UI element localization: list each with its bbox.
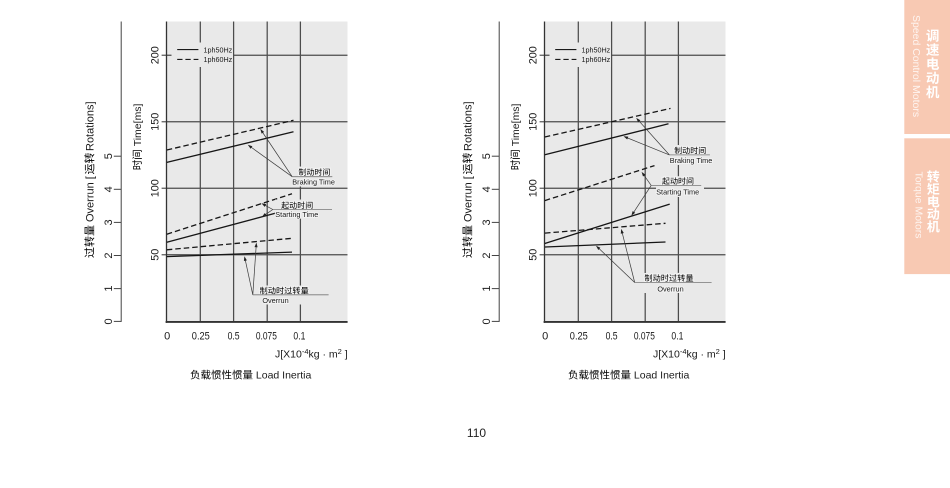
svg-text:50: 50 <box>528 249 540 261</box>
svg-text:Starting Time: Starting Time <box>656 187 699 196</box>
svg-text:0: 0 <box>481 318 493 324</box>
svg-text:Torque Motors: Torque Motors <box>912 171 924 238</box>
svg-text:150: 150 <box>528 113 540 131</box>
svg-text:Braking Time: Braking Time <box>292 178 335 187</box>
svg-text:4: 4 <box>103 186 115 192</box>
svg-text:4: 4 <box>481 186 493 192</box>
svg-text:0.1: 0.1 <box>671 330 683 342</box>
svg-text:5: 5 <box>481 153 493 159</box>
svg-text:0.075: 0.075 <box>634 330 655 342</box>
svg-text:200: 200 <box>528 46 540 64</box>
svg-text:1ph50Hz: 1ph50Hz <box>204 45 233 54</box>
svg-text:100: 100 <box>528 179 540 197</box>
svg-text:0.25: 0.25 <box>570 330 588 342</box>
svg-text:0.075: 0.075 <box>256 330 277 342</box>
svg-text:Rotations]: Rotations] <box>463 101 475 151</box>
svg-text:0: 0 <box>164 330 170 342</box>
svg-text:3: 3 <box>103 219 115 225</box>
svg-text:Rotations]: Rotations] <box>85 101 97 151</box>
svg-text:0: 0 <box>103 318 115 324</box>
svg-text:150: 150 <box>150 113 162 131</box>
svg-text:Overrun [: Overrun [ <box>463 176 475 222</box>
svg-text:Overrun [: Overrun [ <box>85 176 97 222</box>
svg-text:Braking Time: Braking Time <box>670 156 713 165</box>
svg-text:J[X10-4kg · m2 ]: J[X10-4kg · m2 ] <box>653 347 726 361</box>
svg-text:1ph50Hz: 1ph50Hz <box>582 45 611 54</box>
svg-text:Starting Time: Starting Time <box>275 210 318 219</box>
svg-text:Load Inertia: Load Inertia <box>634 370 690 382</box>
svg-text:100: 100 <box>150 179 162 197</box>
svg-text:1ph60Hz: 1ph60Hz <box>582 55 611 64</box>
svg-text:2: 2 <box>481 252 493 258</box>
svg-text:200: 200 <box>150 46 162 64</box>
svg-text:2: 2 <box>103 252 115 258</box>
svg-text:Overrun: Overrun <box>262 296 288 305</box>
svg-text:0.5: 0.5 <box>606 330 618 342</box>
svg-text:Overrun: Overrun <box>657 284 683 293</box>
svg-text:Time[ms]: Time[ms] <box>132 103 144 146</box>
svg-text:Load Inertia: Load Inertia <box>256 370 312 382</box>
svg-text:Time[ms]: Time[ms] <box>510 103 522 146</box>
svg-text:0.1: 0.1 <box>293 330 305 342</box>
svg-text:0.5: 0.5 <box>228 330 240 342</box>
svg-text:110: 110 <box>467 426 486 440</box>
svg-text:1: 1 <box>481 286 493 292</box>
svg-text:1: 1 <box>103 286 115 292</box>
svg-text:Speed Control Motors: Speed Control Motors <box>910 15 922 117</box>
svg-text:50: 50 <box>150 249 162 261</box>
svg-text:J[X10-4kg · m2 ]: J[X10-4kg · m2 ] <box>275 347 348 361</box>
svg-text:3: 3 <box>481 219 493 225</box>
svg-text:0: 0 <box>542 330 548 342</box>
svg-text:1ph60Hz: 1ph60Hz <box>204 55 233 64</box>
svg-text:5: 5 <box>103 153 115 159</box>
svg-text:0.25: 0.25 <box>192 330 210 342</box>
